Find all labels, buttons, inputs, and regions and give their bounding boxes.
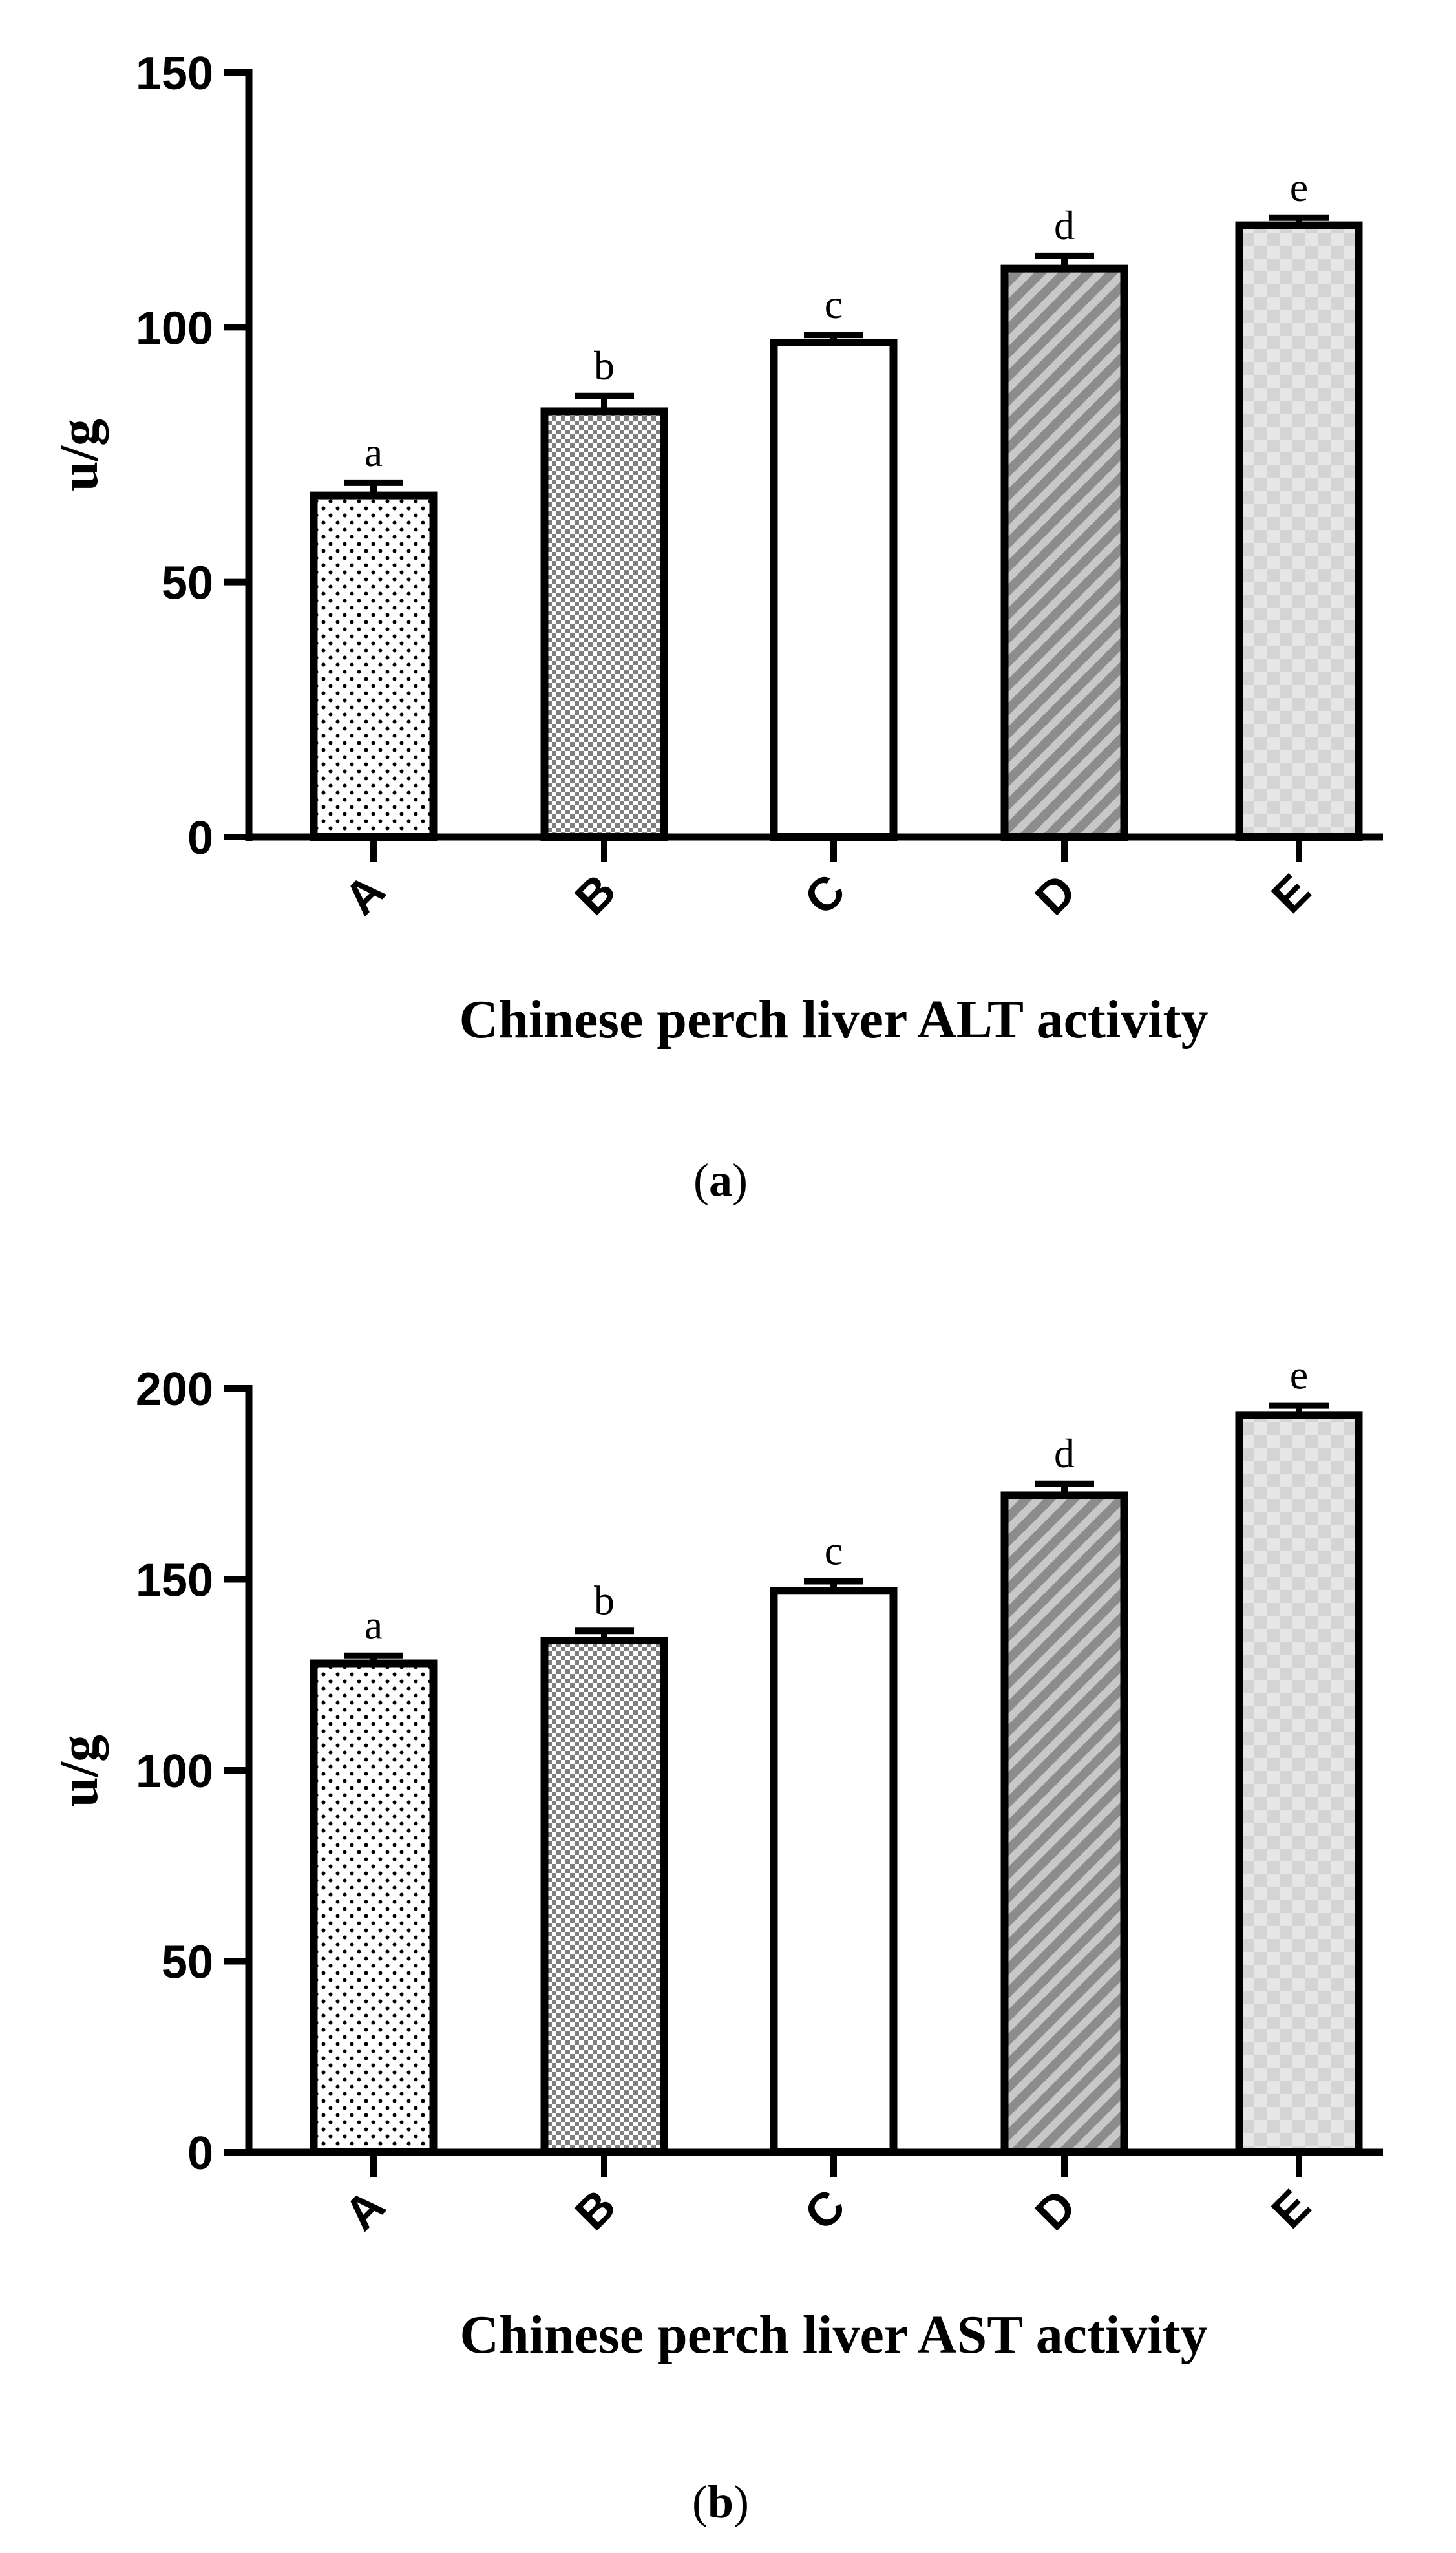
- significance-label-C: c: [825, 1527, 843, 1573]
- bar-B: [540, 407, 668, 841]
- y-tick-label: 50: [162, 1937, 213, 1989]
- significance-label-D: d: [1054, 202, 1075, 248]
- x-axis-title: Chinese perch liver AST activity: [459, 2305, 1207, 2365]
- bar-E: [1235, 1411, 1363, 2157]
- bar-C: [770, 1587, 898, 2156]
- bar-A: [310, 491, 438, 841]
- significance-label-A: a: [364, 1602, 383, 1648]
- significance-label-B: b: [594, 343, 615, 388]
- panel-caption: (b): [692, 2476, 749, 2528]
- panel-a-alt-chart: 0 50 100 150 u/g a Ab Bc Cd De E Chinese perch live…: [49, 48, 1383, 1206]
- bar-E: [1235, 221, 1363, 842]
- y-tick-label: 100: [136, 1746, 213, 1797]
- y-tick-label: 0: [187, 812, 213, 864]
- x-tick-label-E: E: [1262, 2180, 1321, 2239]
- significance-label-A: a: [364, 429, 383, 475]
- y-tick-label: 150: [136, 1555, 213, 1607]
- significance-label-C: c: [825, 281, 843, 327]
- significance-label-B: b: [594, 1577, 615, 1623]
- x-tick-label-C: C: [795, 865, 855, 925]
- y-tick-label: 150: [136, 48, 213, 100]
- x-tick-label-A: A: [335, 2180, 395, 2240]
- bar-D: [1000, 264, 1128, 841]
- x-axis-title: Chinese perch liver ALT activity: [459, 990, 1208, 1050]
- panel-caption: (a): [693, 1154, 748, 1206]
- panel-b-ast-chart: 0 50 100 150 200 u/g a Ab Bc Cd De E Chinese perch l…: [49, 1352, 1383, 2528]
- x-tick-label-A: A: [335, 865, 395, 925]
- y-tick-label: 50: [162, 558, 213, 609]
- y-axis-title: u/g: [49, 1735, 109, 1807]
- bar-B: [540, 1637, 668, 2157]
- y-axis-title: u/g: [49, 419, 109, 491]
- x-tick-label-D: D: [1026, 2180, 1086, 2240]
- bar-A: [310, 1659, 438, 2156]
- bar-D: [1000, 1491, 1128, 2156]
- bar-C: [770, 338, 898, 841]
- x-tick-label-E: E: [1262, 865, 1321, 924]
- x-tick-label-B: B: [565, 2180, 626, 2240]
- y-tick-label: 200: [136, 1364, 213, 1415]
- x-tick-label-D: D: [1026, 865, 1086, 925]
- x-tick-label-C: C: [795, 2180, 855, 2240]
- significance-label-E: e: [1290, 1352, 1308, 1398]
- significance-label-E: e: [1290, 164, 1308, 210]
- x-tick-label-B: B: [565, 865, 626, 925]
- significance-label-D: d: [1054, 1430, 1075, 1476]
- y-tick-label: 0: [187, 2128, 213, 2179]
- y-tick-label: 100: [136, 302, 213, 354]
